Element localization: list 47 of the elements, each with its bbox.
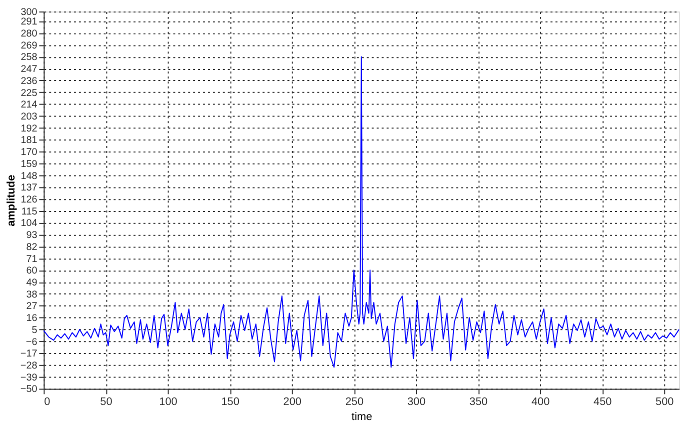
x-tick-label: 500 xyxy=(656,396,674,408)
y-tick-label: 115 xyxy=(21,206,38,218)
x-tick-label: 250 xyxy=(345,396,364,408)
y-tick-label: 300 xyxy=(20,6,38,18)
y-tick-label: 214 xyxy=(20,100,38,111)
x-tick-label: 150 xyxy=(221,396,240,408)
y-tick-label: 148 xyxy=(20,170,38,182)
y-tick-label: 27 xyxy=(26,301,38,312)
y-tick-label: 93 xyxy=(26,230,38,242)
y-tick-label: 71 xyxy=(26,254,38,265)
y-tick-label: −17 xyxy=(20,348,38,360)
y-tick-label: 60 xyxy=(26,266,38,277)
y-tick-label: 170 xyxy=(20,147,38,158)
x-tick-label: 350 xyxy=(469,396,488,408)
x-tick-label: 50 xyxy=(100,396,112,408)
y-tick-label: 137 xyxy=(20,182,38,194)
y-tick-label: −39 xyxy=(20,372,38,384)
y-tick-label: 5 xyxy=(32,324,38,336)
x-tick-label: 300 xyxy=(407,396,426,408)
y-tick-label: −50 xyxy=(20,384,38,396)
y-tick-label: 247 xyxy=(20,64,38,76)
y-tick-label: 159 xyxy=(20,158,38,170)
x-tick-label: 0 xyxy=(44,396,50,408)
x-tick-label: 450 xyxy=(594,396,612,408)
y-tick-label: 258 xyxy=(20,52,38,64)
y-tick-label: 16 xyxy=(26,313,38,324)
y-tick-label: 38 xyxy=(26,289,38,300)
y-tick-label: 203 xyxy=(20,112,38,123)
x-tick-label: 100 xyxy=(159,396,178,408)
y-tick-label: 49 xyxy=(26,277,38,288)
y-tick-label: −28 xyxy=(20,360,38,372)
y-tick-label: 126 xyxy=(20,194,38,206)
x-tick-label: 400 xyxy=(531,396,550,408)
y-tick-label: 82 xyxy=(26,242,38,253)
y-tick-label: 225 xyxy=(20,88,38,99)
y-axis-title: amplitude xyxy=(5,174,18,226)
y-tick-label: 269 xyxy=(20,40,38,52)
y-tick-label: 236 xyxy=(20,76,38,87)
line-series xyxy=(43,56,680,368)
x-axis-title: time xyxy=(352,410,372,422)
y-tick-label: 104 xyxy=(20,218,38,230)
y-tick-label: 280 xyxy=(20,28,38,40)
y-tick-label: −6 xyxy=(26,336,38,348)
y-tick-label: 181 xyxy=(20,135,38,146)
y-tick-label: 192 xyxy=(20,123,38,134)
x-tick-label: 200 xyxy=(283,396,302,408)
y-tick-label: 291 xyxy=(20,16,38,28)
